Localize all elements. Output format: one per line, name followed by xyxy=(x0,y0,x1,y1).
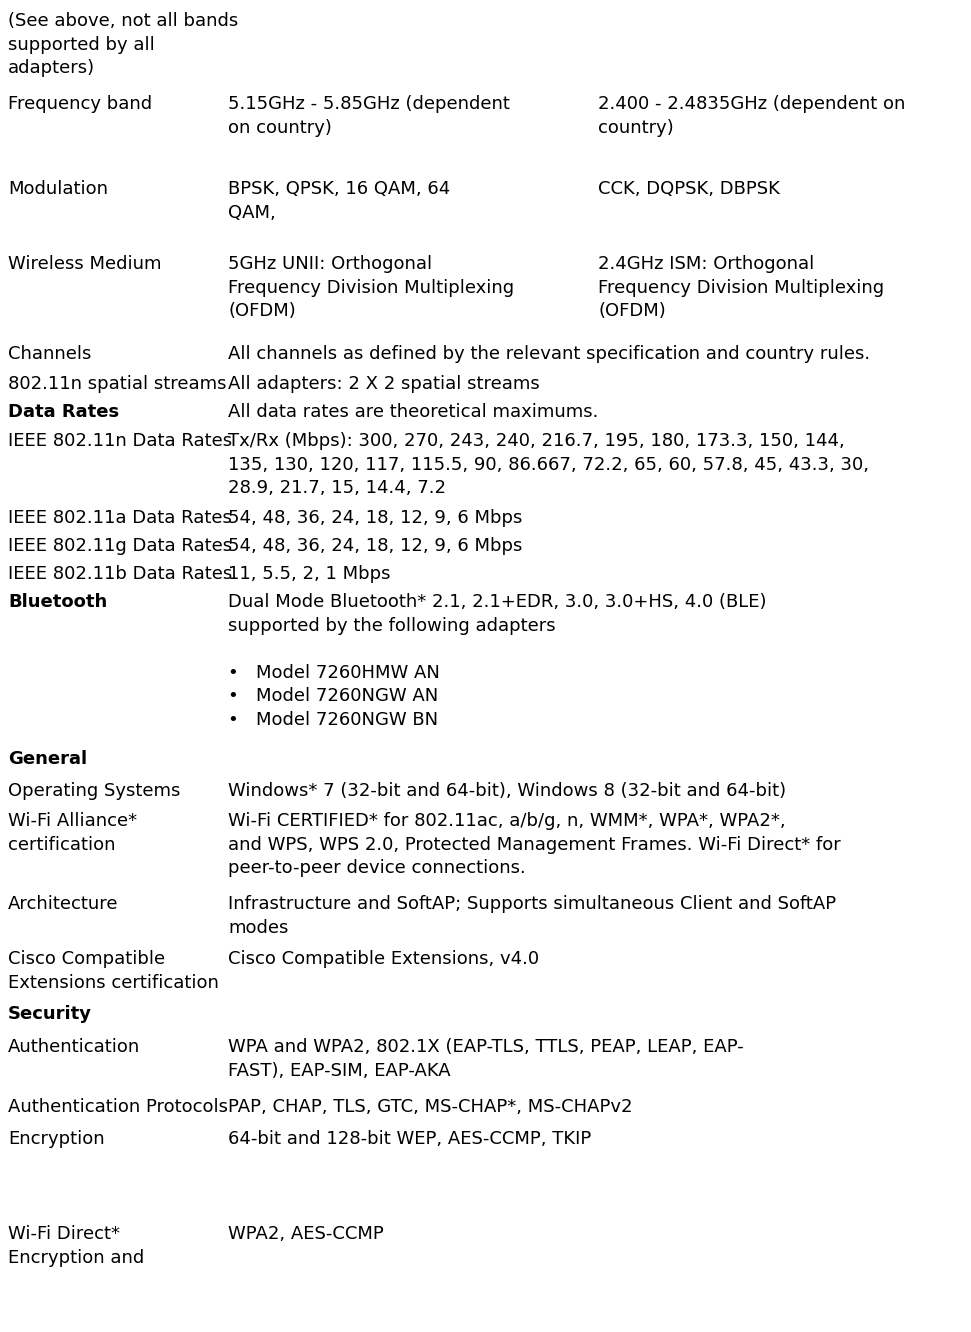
Text: Infrastructure and SoftAP; Supports simultaneous Client and SoftAP
modes: Infrastructure and SoftAP; Supports simu… xyxy=(228,895,836,936)
Text: Modulation: Modulation xyxy=(8,180,108,198)
Text: 54, 48, 36, 24, 18, 12, 9, 6 Mbps: 54, 48, 36, 24, 18, 12, 9, 6 Mbps xyxy=(228,537,522,555)
Text: Authentication: Authentication xyxy=(8,1038,140,1056)
Text: CCK, DQPSK, DBPSK: CCK, DQPSK, DBPSK xyxy=(598,180,780,198)
Text: Cisco Compatible
Extensions certification: Cisco Compatible Extensions certificatio… xyxy=(8,950,218,991)
Text: WPA and WPA2, 802.1X (EAP-TLS, TTLS, PEAP, LEAP, EAP-
FAST), EAP-SIM, EAP-AKA: WPA and WPA2, 802.1X (EAP-TLS, TTLS, PEA… xyxy=(228,1038,744,1080)
Text: 2.400 - 2.4835GHz (dependent on
country): 2.400 - 2.4835GHz (dependent on country) xyxy=(598,95,905,137)
Text: IEEE 802.11g Data Rates: IEEE 802.11g Data Rates xyxy=(8,537,232,555)
Text: Data Rates: Data Rates xyxy=(8,404,119,421)
Text: Encryption: Encryption xyxy=(8,1130,105,1148)
Text: Authentication Protocols: Authentication Protocols xyxy=(8,1098,228,1116)
Text: All channels as defined by the relevant specification and country rules.: All channels as defined by the relevant … xyxy=(228,345,870,364)
Text: Wi-Fi CERTIFIED* for 802.11ac, a/b/g, n, WMM*, WPA*, WPA2*,
and WPS, WPS 2.0, Pr: Wi-Fi CERTIFIED* for 802.11ac, a/b/g, n,… xyxy=(228,813,841,878)
Text: 5GHz UNII: Orthogonal
Frequency Division Multiplexing
(OFDM): 5GHz UNII: Orthogonal Frequency Division… xyxy=(228,254,514,320)
Text: Dual Mode Bluetooth* 2.1, 2.1+EDR, 3.0, 3.0+HS, 4.0 (BLE)
supported by the follo: Dual Mode Bluetooth* 2.1, 2.1+EDR, 3.0, … xyxy=(228,593,766,729)
Text: Security: Security xyxy=(8,1006,92,1023)
Text: 64-bit and 128-bit WEP, AES-CCMP, TKIP: 64-bit and 128-bit WEP, AES-CCMP, TKIP xyxy=(228,1130,591,1148)
Text: (See above, not all bands
supported by all
adapters): (See above, not all bands supported by a… xyxy=(8,12,238,77)
Text: Cisco Compatible Extensions, v4.0: Cisco Compatible Extensions, v4.0 xyxy=(228,950,539,968)
Text: 2.4GHz ISM: Orthogonal
Frequency Division Multiplexing
(OFDM): 2.4GHz ISM: Orthogonal Frequency Divisio… xyxy=(598,254,885,320)
Text: Wireless Medium: Wireless Medium xyxy=(8,254,161,273)
Text: 802.11n spatial streams: 802.11n spatial streams xyxy=(8,376,226,393)
Text: Frequency band: Frequency band xyxy=(8,95,152,113)
Text: Operating Systems: Operating Systems xyxy=(8,782,181,801)
Text: All data rates are theoretical maximums.: All data rates are theoretical maximums. xyxy=(228,404,598,421)
Text: IEEE 802.11a Data Rates: IEEE 802.11a Data Rates xyxy=(8,509,232,527)
Text: All adapters: 2 X 2 spatial streams: All adapters: 2 X 2 spatial streams xyxy=(228,376,540,393)
Text: BPSK, QPSK, 16 QAM, 64
QAM,: BPSK, QPSK, 16 QAM, 64 QAM, xyxy=(228,180,451,221)
Text: Wi-Fi Direct*
Encryption and: Wi-Fi Direct* Encryption and xyxy=(8,1225,145,1267)
Text: 54, 48, 36, 24, 18, 12, 9, 6 Mbps: 54, 48, 36, 24, 18, 12, 9, 6 Mbps xyxy=(228,509,522,527)
Text: Tx/Rx (Mbps): 300, 270, 243, 240, 216.7, 195, 180, 173.3, 150, 144,
135, 130, 12: Tx/Rx (Mbps): 300, 270, 243, 240, 216.7,… xyxy=(228,432,869,497)
Text: PAP, CHAP, TLS, GTC, MS-CHAP*, MS-CHAPv2: PAP, CHAP, TLS, GTC, MS-CHAP*, MS-CHAPv2 xyxy=(228,1098,632,1116)
Text: Windows* 7 (32-bit and 64-bit), Windows 8 (32-bit and 64-bit): Windows* 7 (32-bit and 64-bit), Windows … xyxy=(228,782,787,801)
Text: Bluetooth: Bluetooth xyxy=(8,593,107,611)
Text: 11, 5.5, 2, 1 Mbps: 11, 5.5, 2, 1 Mbps xyxy=(228,565,390,583)
Text: Wi-Fi Alliance*
certification: Wi-Fi Alliance* certification xyxy=(8,813,137,854)
Text: IEEE 802.11b Data Rates: IEEE 802.11b Data Rates xyxy=(8,565,232,583)
Text: 5.15GHz - 5.85GHz (dependent
on country): 5.15GHz - 5.85GHz (dependent on country) xyxy=(228,95,510,137)
Text: Channels: Channels xyxy=(8,345,91,364)
Text: Architecture: Architecture xyxy=(8,895,118,912)
Text: IEEE 802.11n Data Rates: IEEE 802.11n Data Rates xyxy=(8,432,232,450)
Text: General: General xyxy=(8,750,87,769)
Text: WPA2, AES-CCMP: WPA2, AES-CCMP xyxy=(228,1225,384,1243)
